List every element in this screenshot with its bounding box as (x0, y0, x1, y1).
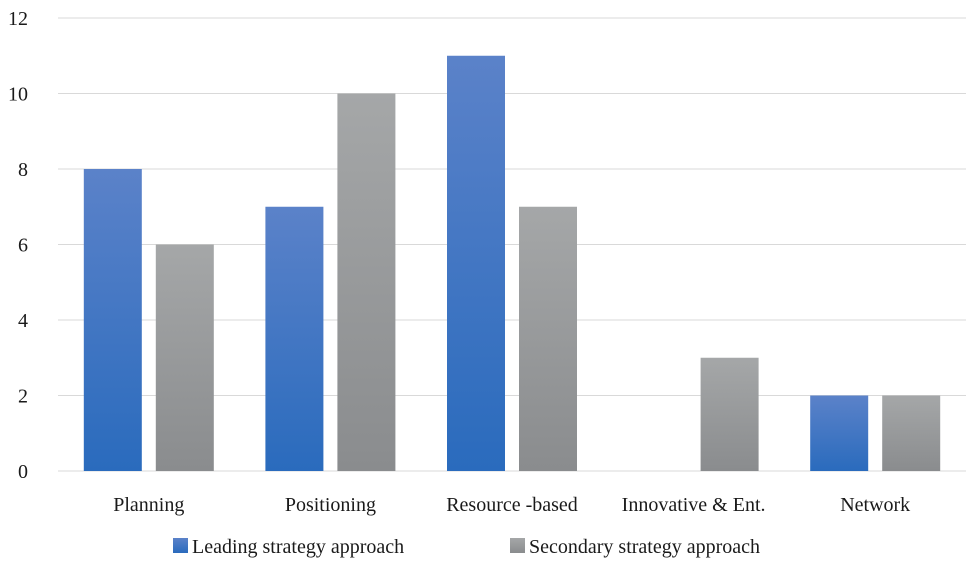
y-tick-label: 10 (8, 84, 28, 106)
x-axis-category-labels: Planning Positioning Resource -based Innova… (113, 494, 910, 516)
legend: Leading strategy approach Secondary strat… (173, 536, 760, 558)
x-category-label: Positioning (285, 494, 376, 516)
bar-secondary-3 (700, 357, 759, 471)
x-category-label: Planning (113, 494, 184, 516)
bar-leading-2 (447, 55, 505, 471)
legend-label-secondary: Secondary strategy approach (529, 536, 760, 558)
y-tick-label: 12 (8, 8, 28, 30)
x-category-label: Innovative & Ent. (622, 494, 766, 516)
legend-label-leading: Leading strategy approach (192, 536, 404, 558)
y-tick-label: 2 (18, 386, 28, 408)
bar-leading-1 (265, 206, 324, 471)
y-tick-label: 0 (18, 461, 28, 483)
legend-swatch-secondary (510, 538, 525, 553)
y-tick-label: 6 (18, 235, 28, 257)
x-category-label: Network (840, 494, 910, 516)
y-axis-tick-labels: 0 2 4 6 8 10 12 (8, 8, 28, 483)
x-category-label: Resource -based (446, 494, 578, 516)
bar-secondary-4 (882, 395, 941, 471)
bar-secondary-0 (155, 244, 214, 471)
legend-swatch-leading (173, 538, 188, 553)
bar-secondary-2 (519, 206, 577, 471)
bar-secondary-1 (337, 93, 396, 471)
y-tick-label: 8 (18, 159, 28, 181)
bar-leading-0 (83, 169, 142, 471)
bar-leading-4 (810, 395, 869, 471)
bars (83, 55, 941, 471)
y-tick-label: 4 (18, 310, 28, 332)
